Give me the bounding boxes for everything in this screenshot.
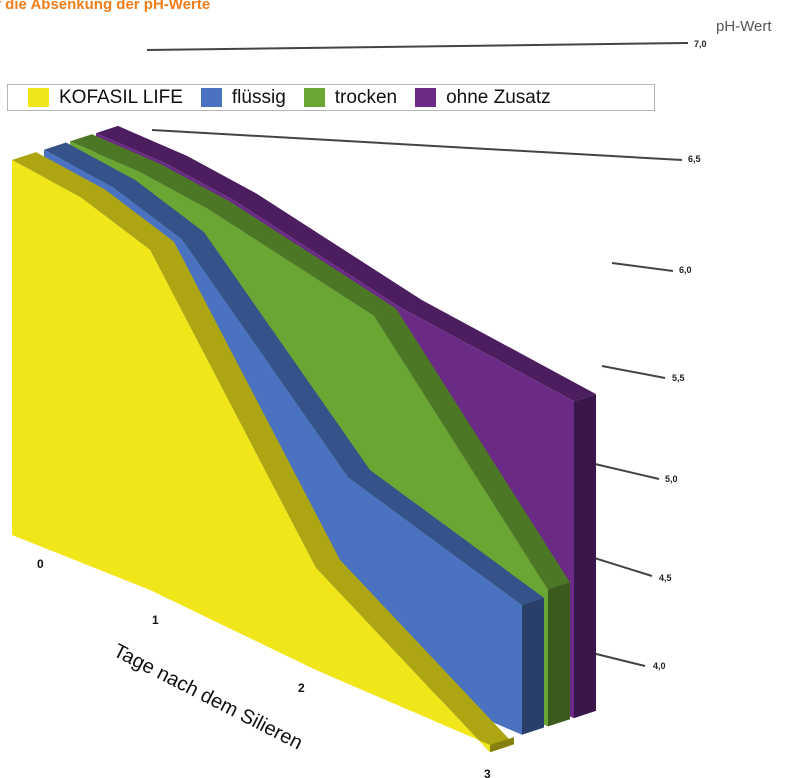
series-top-face (12, 152, 514, 753)
y-tick-label-4-0: 4,0 (653, 661, 666, 671)
series-end-face (548, 582, 570, 727)
legend-label-ohne-zusatz: ohne Zusatz (446, 86, 551, 108)
series-end-face (574, 394, 596, 719)
legend-item-kofasil: KOFASIL LIFE (28, 87, 183, 109)
series-top-face (70, 134, 570, 590)
y-axis: 7,0 6,5 6,0 5,5 5,0 4,5 4,0 (653, 39, 707, 671)
x-tick-label-2: 2 (298, 681, 305, 695)
legend-swatch-kofasil (28, 88, 49, 107)
y-tick-label-4-5: 4,5 (659, 573, 672, 583)
y-tick-label-5-0: 5,0 (665, 474, 678, 484)
y-tick-label-5-5: 5,5 (672, 373, 685, 383)
legend-label-fluessig: flüssig (231, 86, 286, 108)
chart-walls (146, 42, 689, 667)
series-top-face (44, 142, 544, 606)
x-axis: 0 1 2 3 (37, 557, 491, 778)
x-tick-label-1: 1 (152, 613, 159, 627)
y-gridline-5 (587, 555, 653, 577)
y-gridline-0 (146, 42, 689, 51)
x-axis-label: Tage nach dem Silieren (110, 640, 306, 754)
legend-swatch-trocken (303, 88, 325, 107)
legend-label-trocken: trocken (334, 86, 398, 108)
y-gridline-2 (611, 262, 674, 272)
series-top-face (96, 125, 596, 402)
series-front-face (12, 160, 490, 753)
series-end-face (490, 737, 514, 753)
y-gridline-4 (594, 463, 660, 480)
x-tick-label-3: 3 (484, 767, 491, 778)
legend-item-fluessig: flüssig (200, 86, 286, 109)
y-gridline-3 (601, 365, 666, 379)
legend-swatch-fluessig (200, 88, 222, 107)
legend: KOFASIL LIFE flüssig trocken ohne Zusatz (7, 84, 655, 111)
legend-item-trocken: trocken (303, 86, 398, 109)
legend-item-ohne-zusatz: ohne Zusatz (415, 87, 551, 109)
series-kofasil-life (12, 152, 514, 753)
legend-swatch-ohne-zusatz (415, 88, 437, 107)
legend-label-kofasil: KOFASIL LIFE (59, 86, 183, 108)
chart-series (12, 125, 596, 753)
y-tick-label-7-0: 7,0 (694, 39, 707, 49)
y-tick-label-6-0: 6,0 (679, 265, 692, 275)
chart-title: f die Absenkung der pH-Werte (0, 0, 211, 13)
y-tick-label-6-5: 6,5 (688, 154, 701, 164)
series-end-face (522, 597, 544, 735)
x-tick-label-0: 0 (37, 557, 44, 571)
y-gridline-1 (151, 129, 683, 161)
y-axis-label: pH-Wert (716, 18, 772, 35)
